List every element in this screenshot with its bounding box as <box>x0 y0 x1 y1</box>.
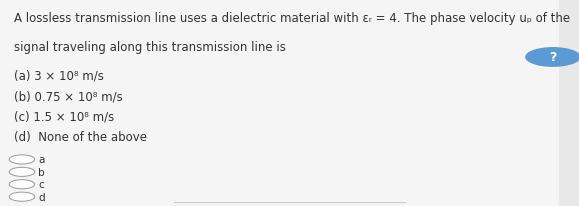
Circle shape <box>525 48 579 68</box>
Text: (b) 0.75 × 10⁸ m/s: (b) 0.75 × 10⁸ m/s <box>14 90 123 103</box>
Text: b: b <box>38 167 45 177</box>
Circle shape <box>9 155 35 164</box>
Text: a: a <box>38 155 45 165</box>
Circle shape <box>9 167 35 177</box>
Text: signal traveling along this transmission line is: signal traveling along this transmission… <box>14 41 287 54</box>
Text: (d)  None of the above: (d) None of the above <box>14 131 148 144</box>
Text: d: d <box>38 192 45 202</box>
Text: c: c <box>38 179 44 189</box>
Text: (a) 3 × 10⁸ m/s: (a) 3 × 10⁸ m/s <box>14 69 104 82</box>
Text: (c) 1.5 × 10⁸ m/s: (c) 1.5 × 10⁸ m/s <box>14 110 115 123</box>
Text: ?: ? <box>549 51 556 64</box>
Circle shape <box>9 180 35 189</box>
Circle shape <box>9 192 35 201</box>
Text: A lossless transmission line uses a dielectric material with εᵣ = 4. The phase v: A lossless transmission line uses a diel… <box>14 12 570 25</box>
